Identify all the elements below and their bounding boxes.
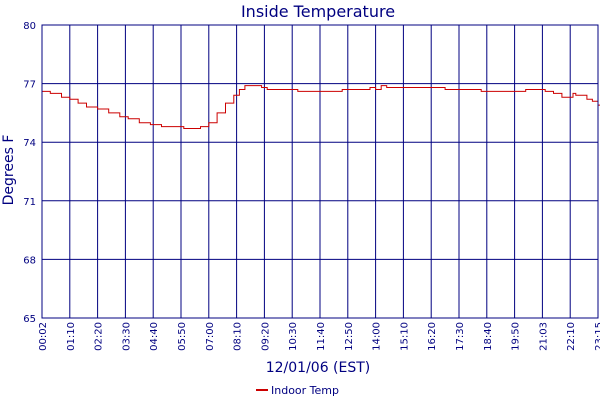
x-tick-label: 22:10: [566, 322, 577, 351]
x-tick-label: 18:40: [483, 322, 494, 351]
x-tick-label: 00:02: [38, 322, 49, 351]
x-tick-label: 19:50: [511, 322, 522, 351]
series-line-indoor-temp: [42, 85, 600, 129]
x-tick-label: 07:00: [205, 322, 216, 351]
x-tick-label: 10:30: [288, 322, 299, 351]
series-layer: [42, 85, 600, 129]
x-tick-label: 09:20: [260, 322, 271, 351]
grid-lines: [41, 24, 599, 319]
legend-label-indoor-temp: Indoor Temp: [271, 384, 339, 397]
y-tick-label: 65: [23, 314, 36, 325]
y-tick-label: 68: [23, 255, 36, 266]
x-tick-label: 08:10: [233, 322, 244, 351]
x-tick-label: 12:50: [344, 322, 355, 351]
x-tick-label: 21:03: [538, 322, 549, 351]
x-tick-label: 05:50: [177, 322, 188, 351]
y-tick-labels: 65 68 71 74 77 80: [23, 21, 36, 325]
y-tick-label: 77: [23, 80, 36, 91]
x-tick-label: 02:20: [94, 322, 105, 351]
x-tick-label: 01:10: [66, 322, 77, 351]
y-tick-label: 71: [23, 197, 36, 208]
x-tick-label: 23:15: [594, 322, 600, 351]
x-axis-title: 12/01/06 (EST): [266, 360, 371, 376]
x-tick-label: 11:40: [316, 322, 327, 351]
x-tick-labels: 00:02 01:10 02:20 03:30 04:40 05:50 07:00 08:10…: [38, 322, 600, 351]
y-tick-label: 80: [23, 21, 36, 32]
legend: Indoor Temp: [256, 384, 339, 397]
y-axis-title: Degrees F: [1, 135, 17, 206]
x-tick-label: 14:00: [372, 322, 383, 351]
x-tick-label: 04:40: [149, 322, 160, 351]
x-tick-label: 15:10: [399, 322, 410, 351]
x-tick-label: 16:20: [427, 322, 438, 351]
x-tick-label: 17:30: [455, 322, 466, 351]
chart-title: Inside Temperature: [241, 2, 395, 21]
plot-frame: [41, 24, 599, 319]
x-tick-label: 03:30: [121, 322, 132, 351]
y-tick-label: 74: [23, 138, 36, 149]
